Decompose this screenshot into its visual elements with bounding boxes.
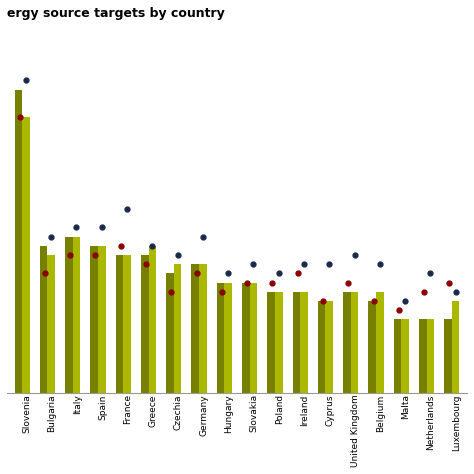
Bar xyxy=(73,237,80,393)
Bar xyxy=(326,301,333,393)
Bar xyxy=(166,273,174,393)
Bar xyxy=(300,292,308,393)
Bar xyxy=(427,319,434,393)
Bar xyxy=(123,255,131,393)
Text: ergy source targets by country: ergy source targets by country xyxy=(7,7,225,20)
Bar xyxy=(22,117,30,393)
Bar xyxy=(65,237,73,393)
Bar xyxy=(452,301,459,393)
Bar xyxy=(394,319,401,393)
Bar xyxy=(275,292,283,393)
Bar xyxy=(318,301,326,393)
Bar xyxy=(217,283,224,393)
Bar xyxy=(401,319,409,393)
Bar xyxy=(444,319,452,393)
Bar xyxy=(368,301,376,393)
Bar xyxy=(141,255,148,393)
Bar xyxy=(343,292,351,393)
Bar xyxy=(47,255,55,393)
Bar xyxy=(267,292,275,393)
Bar xyxy=(116,255,123,393)
Bar xyxy=(242,283,250,393)
Bar xyxy=(40,246,47,393)
Bar xyxy=(174,264,182,393)
Bar xyxy=(351,292,358,393)
Bar xyxy=(98,246,106,393)
Bar xyxy=(199,264,207,393)
Bar xyxy=(419,319,427,393)
Bar xyxy=(148,246,156,393)
Bar xyxy=(292,292,300,393)
Bar xyxy=(91,246,98,393)
Bar xyxy=(376,292,383,393)
Bar xyxy=(15,90,22,393)
Bar xyxy=(224,283,232,393)
Bar xyxy=(250,283,257,393)
Bar xyxy=(191,264,199,393)
